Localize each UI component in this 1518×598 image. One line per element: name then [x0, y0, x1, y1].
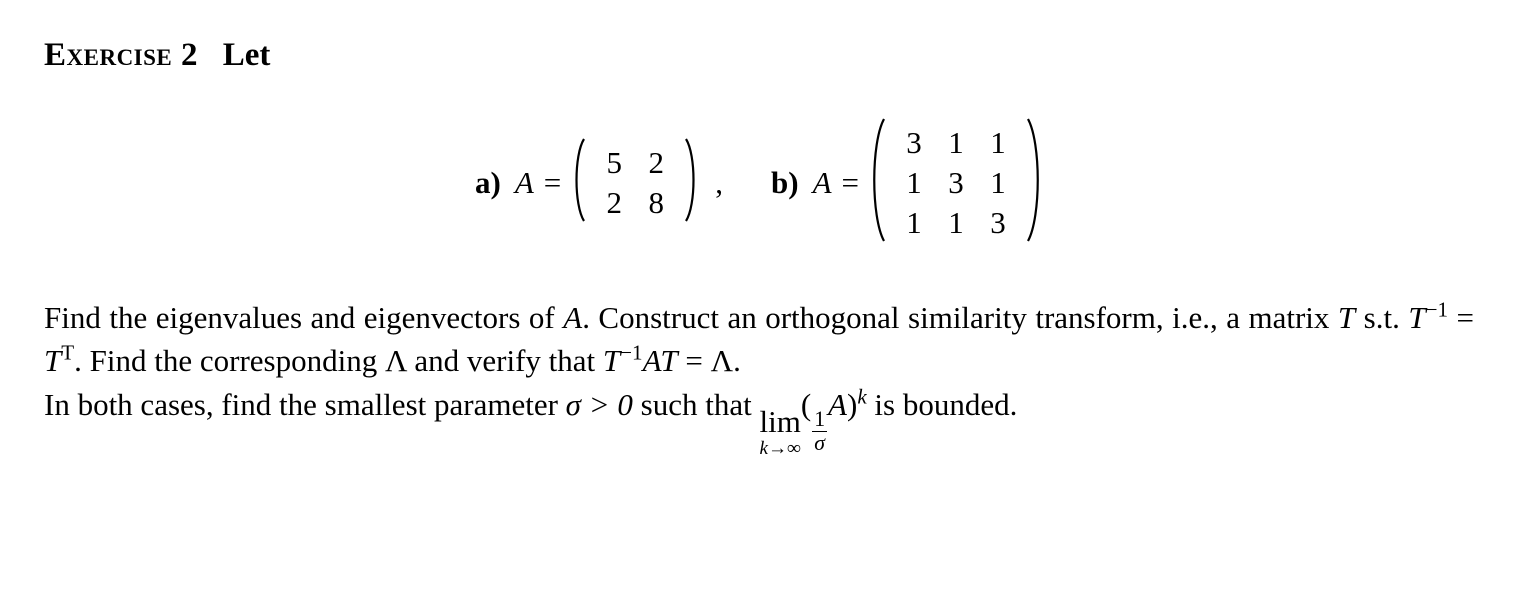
text: In both cases, find the smallest paramet…: [44, 387, 566, 422]
exercise-header: Exercise 2 Let: [44, 34, 1474, 77]
sym-A: A: [828, 387, 847, 422]
text: is bounded.: [867, 387, 1018, 422]
part-a-var: A: [515, 163, 534, 203]
text: such that: [633, 387, 760, 422]
paragraph-1: Find the eigenvalues and eigenvectors of…: [44, 296, 1474, 383]
part-a-label: a): [475, 163, 501, 203]
matrix-a: 5 2 2 8: [571, 137, 699, 230]
part-a: a) A = 5 2 2 8: [475, 137, 723, 230]
matrix-cell: 3: [935, 163, 977, 203]
text: Find the eigenvalues and eigenvectors of: [44, 300, 563, 335]
equals-sign: =: [1448, 300, 1474, 335]
right-paren-icon: [683, 137, 699, 230]
sym-T: T: [660, 343, 677, 378]
left-paren-icon: [869, 117, 887, 250]
fraction: 1σ: [812, 408, 827, 455]
matrix-cell: 1: [977, 163, 1019, 203]
rparen: ): [847, 387, 857, 422]
part-b-var: A: [813, 163, 832, 203]
lim-expr: lim k→∞: [759, 406, 800, 458]
eq-Lambda: = Λ: [678, 343, 733, 378]
fraction-den: σ: [812, 431, 827, 455]
matrix-cell: 8: [635, 183, 677, 223]
display-math: a) A = 5 2 2 8: [44, 117, 1474, 250]
exercise-page: Exercise 2 Let a) A = 5 2 2 8: [0, 0, 1518, 598]
lim-subscript: k→∞: [759, 439, 800, 458]
sym-T: T: [44, 343, 61, 378]
text: . Find the corresponding: [74, 343, 385, 378]
matrix-b: 3 1 1 1 3 1 1 1 3: [869, 117, 1043, 250]
matrix-cell: 2: [593, 183, 635, 223]
equals-sign: =: [544, 163, 561, 203]
paragraph-2: In both cases, find the smallest paramet…: [44, 383, 1474, 458]
right-paren-icon: [1025, 117, 1043, 250]
exercise-body: Find the eigenvalues and eigenvectors of…: [44, 296, 1474, 458]
sup-k: k: [857, 384, 866, 408]
sup-minus-1: −1: [1426, 297, 1448, 321]
matrix-cell: 2: [635, 143, 677, 183]
matrix-cell: 1: [893, 163, 935, 203]
matrix-a-body: 5 2 2 8: [587, 137, 683, 230]
fraction-num: 1: [812, 408, 827, 431]
lparen: (: [801, 387, 811, 422]
matrix-cell: 1: [935, 123, 977, 163]
lim-word: lim: [759, 406, 800, 437]
sigma-gt-zero: σ > 0: [566, 387, 633, 422]
matrix-cell: 1: [893, 203, 935, 243]
sym-A: A: [563, 300, 582, 335]
part-b: b) A = 3 1 1 1 3 1: [771, 117, 1043, 250]
exercise-label: Exercise 2: [44, 37, 198, 73]
sup-transpose: T: [61, 341, 74, 365]
trailing-comma: ,: [715, 163, 723, 203]
matrix-cell: 1: [977, 123, 1019, 163]
let-word: Let: [223, 37, 271, 73]
matrix-cell: 3: [977, 203, 1019, 243]
matrix-b-body: 3 1 1 1 3 1 1 1 3: [887, 117, 1025, 250]
sym-Lambda: Λ: [385, 343, 407, 378]
text: s.t.: [1355, 300, 1408, 335]
sym-T: T: [1338, 300, 1355, 335]
sym-T: T: [603, 343, 620, 378]
sym-T: T: [1408, 300, 1425, 335]
part-b-label: b): [771, 163, 799, 203]
text: and verify that: [407, 343, 603, 378]
matrix-cell: 1: [935, 203, 977, 243]
equals-sign: =: [842, 163, 859, 203]
matrix-cell: 5: [593, 143, 635, 183]
matrix-cell: 3: [893, 123, 935, 163]
sym-A: A: [643, 343, 661, 378]
text: . Construct an orthogonal similarity tra…: [582, 300, 1338, 335]
sup-minus-1: −1: [620, 341, 642, 365]
text: .: [733, 343, 741, 378]
left-paren-icon: [571, 137, 587, 230]
